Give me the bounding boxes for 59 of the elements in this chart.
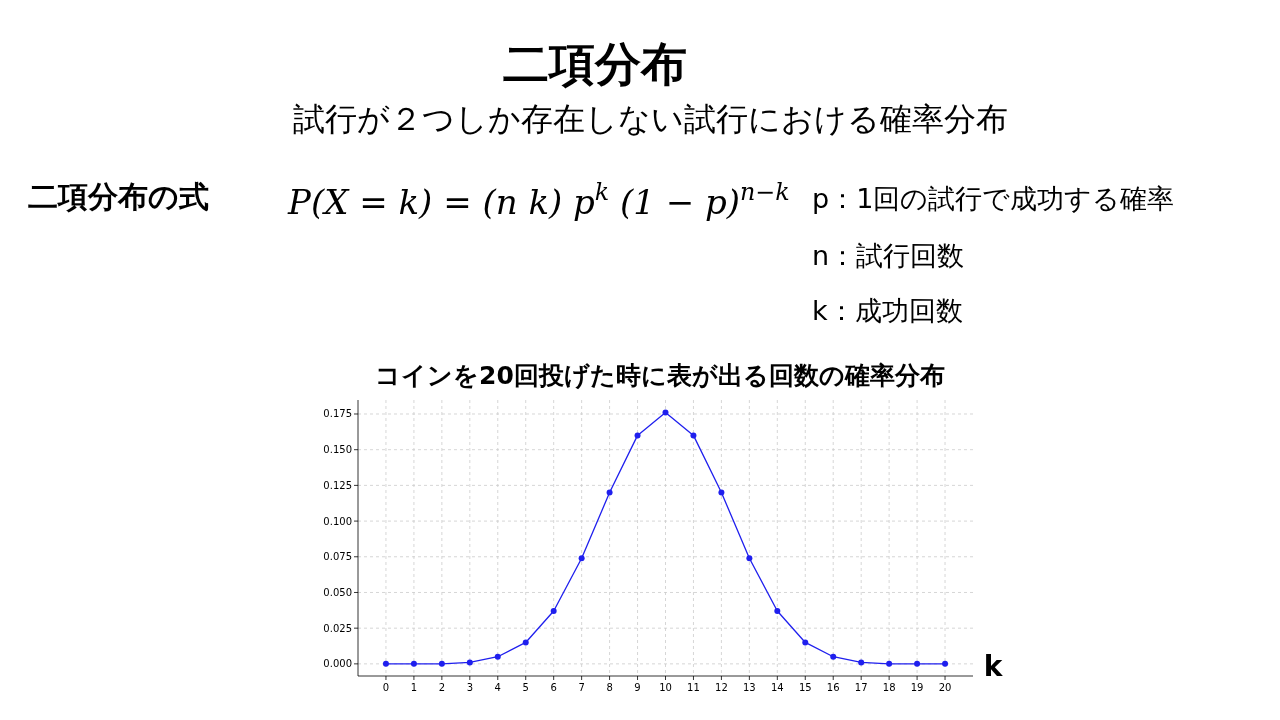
x-tick-label: 19 <box>910 682 924 693</box>
point <box>410 660 417 667</box>
text: n：試行回数 <box>812 240 965 271</box>
point <box>662 409 669 416</box>
point <box>858 659 865 666</box>
x-tick-label: 11 <box>687 682 700 693</box>
x-tick-label: 9 <box>634 682 641 693</box>
x-tick-label: 14 <box>770 682 784 693</box>
point <box>634 432 641 439</box>
point <box>578 555 585 562</box>
x-tick-label: 13 <box>743 682 756 693</box>
point <box>746 555 753 562</box>
point <box>438 660 445 667</box>
text: P(X = k) = (n k) p$^{k}$(1 − p)$^{n−k}$ <box>287 178 790 222</box>
x-tick-label: 4 <box>494 682 501 693</box>
chart-title: 二項分布 <box>503 37 687 91</box>
x-tick-label: 16 <box>826 682 840 693</box>
x-tick-label: 5 <box>522 682 529 693</box>
text: p：1回の試行で成功する確率 <box>812 183 1175 214</box>
x-tick-label: 8 <box>606 682 613 693</box>
point <box>802 639 809 646</box>
chart-subtitle: 試行が２つしか存在しない試行における確率分布 <box>292 100 1008 138</box>
x-tick-label: 6 <box>550 682 557 693</box>
x-tick-label: 20 <box>938 682 952 693</box>
point <box>942 660 949 667</box>
point <box>830 653 837 660</box>
x-tick-label: 17 <box>854 682 868 693</box>
y-tick-label: 0.150 <box>323 444 352 456</box>
x-tick-label: 2 <box>438 682 446 693</box>
x-tick-label: 0 <box>382 682 390 693</box>
x-tick-label: 18 <box>882 682 896 693</box>
y-tick-label: 0.000 <box>323 658 352 670</box>
x-tick-label: 3 <box>466 682 474 693</box>
point <box>494 653 501 660</box>
y-tick-label: 0.100 <box>323 515 352 527</box>
point <box>886 660 893 667</box>
text: k：成功回数 <box>812 295 963 326</box>
x-tick-label: 7 <box>578 682 585 693</box>
point <box>718 489 725 496</box>
point <box>690 432 697 439</box>
text: 二項分布の式 <box>28 179 209 214</box>
point <box>550 608 557 615</box>
point <box>382 660 389 667</box>
y-tick-label: 0.050 <box>323 586 352 598</box>
x-tick-label: 15 <box>798 682 812 693</box>
y-tick-label: 0.125 <box>323 479 352 491</box>
x-axis-title: k <box>983 650 1004 683</box>
point <box>914 660 921 667</box>
x-tick-label: 1 <box>410 682 418 693</box>
point <box>466 659 473 666</box>
point <box>774 608 781 615</box>
point <box>606 489 613 496</box>
y-tick-label: 0.175 <box>323 408 352 420</box>
y-tick-label: 0.075 <box>323 551 352 563</box>
text: コインを20回投げた時に表が出る回数の確率分布 <box>375 361 945 390</box>
x-tick-label: 10 <box>659 682 672 693</box>
point <box>522 639 529 646</box>
x-tick-label: 12 <box>715 682 728 693</box>
y-tick-label: 0.025 <box>323 622 352 634</box>
